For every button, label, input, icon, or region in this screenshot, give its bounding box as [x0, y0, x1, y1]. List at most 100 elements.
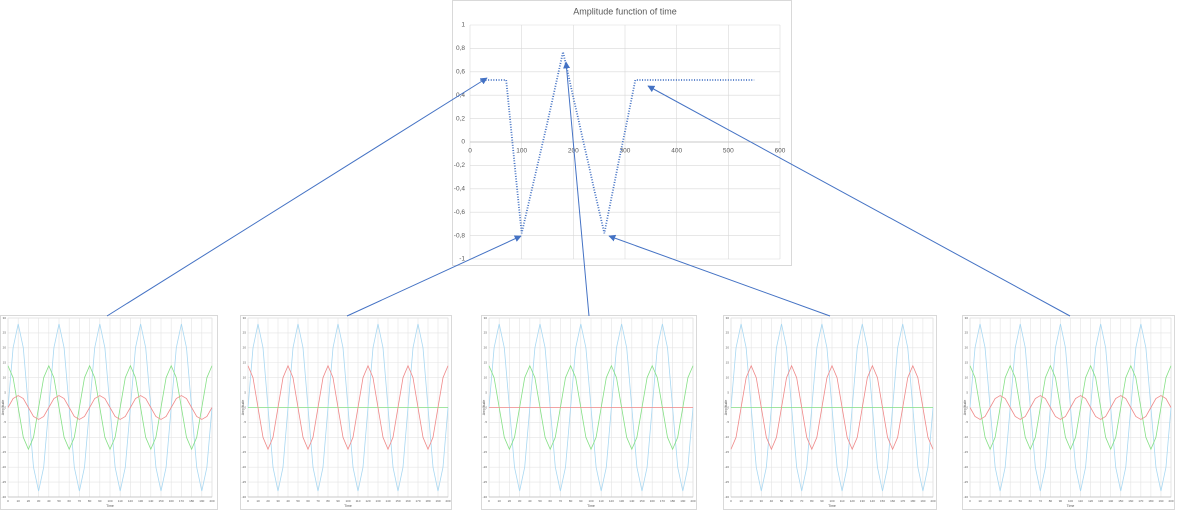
x-tick-label: 160: [890, 499, 895, 503]
x-tick-label: 50: [780, 499, 784, 503]
arrow: [563, 61, 590, 317]
x-tick-label: 110: [1078, 499, 1083, 503]
y-tick-label: 30: [243, 316, 247, 320]
y-tick-label: 5: [244, 390, 246, 394]
x-tick-label: 30: [998, 499, 1002, 503]
chart: -30 -25 -20 -15 -10 -5 0 5 10 15 20 25 30 0 10 20 30 40 50…: [481, 315, 697, 510]
x-tick-label: 150: [158, 499, 163, 503]
y-tick-label: 30: [3, 316, 7, 320]
y-tick-label: -0,6: [454, 209, 466, 216]
x-tick-label: 0: [468, 148, 472, 155]
x-tick-label: 80: [1049, 499, 1053, 503]
y-tick-label: -15: [964, 450, 969, 454]
y-tick-label: 15: [3, 361, 7, 365]
y-tick-label: -25: [2, 480, 7, 484]
x-tick-label: 140: [629, 499, 634, 503]
y-tick-label: -5: [484, 420, 487, 424]
x-tick-label: 180: [910, 499, 915, 503]
y-tick-label: -5: [3, 420, 6, 424]
x-tick-label: 100: [1068, 499, 1073, 503]
chart: -30 -25 -20 -15 -10 -5 0 5 10 15 20 25 30 0 10 20 30 40 50…: [0, 315, 218, 510]
x-tick-label: 90: [98, 499, 102, 503]
y-axis-label: Amplitude: [1, 400, 5, 416]
x-tick-label: 130: [1098, 499, 1103, 503]
x-tick-label: 600: [775, 148, 786, 155]
x-tick-label: 10: [498, 499, 502, 503]
series-line: [488, 364, 694, 451]
x-tick-label: 100: [516, 148, 527, 155]
y-tick-label: 0,8: [456, 45, 465, 52]
x-tick-label: 20: [988, 499, 992, 503]
x-tick-label: 20: [266, 499, 270, 503]
x-tick-label: 130: [619, 499, 624, 503]
x-tick-label: 160: [169, 499, 174, 503]
x-tick-label: 80: [326, 499, 330, 503]
chart: -30 -25 -20 -15 -10 -5 0 5 10 15 20 25 30 0 10 20 30 40 50…: [723, 315, 937, 510]
y-tick-label: 20: [243, 346, 247, 350]
x-axis-label: Time: [828, 504, 836, 508]
y-tick-label: -5: [726, 420, 729, 424]
arrow: [608, 234, 831, 317]
y-tick-label: 5: [4, 390, 6, 394]
y-tick-label: -15: [725, 450, 730, 454]
y-tick-label: 25: [243, 331, 247, 335]
x-tick-label: 10: [17, 499, 21, 503]
x-tick-label: 30: [760, 499, 764, 503]
x-tick-label: 200: [930, 499, 935, 503]
x-tick-label: 100: [588, 499, 593, 503]
y-tick-label: -30: [2, 495, 7, 499]
y-tick-label: -25: [725, 480, 730, 484]
x-tick-label: 140: [1108, 499, 1113, 503]
x-tick-label: 40: [286, 499, 290, 503]
y-axis-label: Amplitude: [482, 400, 486, 416]
series-line: [247, 364, 449, 451]
x-tick-label: 0: [488, 499, 490, 503]
x-tick-label: 40: [770, 499, 774, 503]
chart-title: Amplitude function of time: [573, 6, 677, 16]
x-tick-label: 150: [1118, 499, 1123, 503]
y-axis-label: Amplitude: [241, 400, 245, 416]
y-tick-label: -10: [964, 435, 969, 439]
y-tick-label: -25: [964, 480, 969, 484]
y-tick-label: -15: [242, 450, 247, 454]
x-tick-label: 140: [148, 499, 153, 503]
y-tick-label: 0: [461, 139, 465, 146]
x-tick-label: 140: [870, 499, 875, 503]
x-tick-label: 0: [247, 499, 249, 503]
x-tick-label: 190: [199, 499, 204, 503]
series-line: [730, 364, 934, 451]
x-tick-label: 130: [138, 499, 143, 503]
y-tick-label: -20: [964, 465, 969, 469]
x-tick-label: 20: [508, 499, 512, 503]
y-tick-label: 5: [727, 390, 729, 394]
y-axis-label: Amplitude: [963, 400, 967, 416]
y-tick-label: 0,6: [456, 69, 465, 76]
series-line: [969, 395, 1172, 420]
x-tick-label: 70: [78, 499, 82, 503]
arrow: [346, 235, 522, 317]
x-tick-label: 190: [680, 499, 685, 503]
y-tick-label: 10: [484, 375, 488, 379]
x-axis-label: Time: [1067, 504, 1075, 508]
y-tick-label: 0: [485, 405, 487, 409]
y-tick-label: 0: [966, 405, 968, 409]
x-tick-label: 20: [27, 499, 31, 503]
x-tick-label: 160: [405, 499, 410, 503]
x-tick-label: 40: [1009, 499, 1013, 503]
arrows: [106, 61, 1071, 317]
y-tick-label: -5: [965, 420, 968, 424]
y-tick-label: -30: [483, 495, 488, 499]
y-tick-label: -10: [483, 435, 488, 439]
y-tick-label: -30: [725, 495, 730, 499]
x-tick-label: 120: [850, 499, 855, 503]
x-tick-label: 140: [385, 499, 390, 503]
x-tick-label: 40: [528, 499, 532, 503]
y-tick-label: 20: [484, 346, 488, 350]
x-tick-label: 60: [1029, 499, 1033, 503]
x-tick-label: 90: [579, 499, 583, 503]
y-tick-label: 20: [726, 346, 730, 350]
y-tick-label: 0: [244, 405, 246, 409]
x-tick-label: 90: [336, 499, 340, 503]
x-tick-label: 180: [189, 499, 194, 503]
chart: -30 -25 -20 -15 -10 -5 0 5 10 15 20 25 30 0 10 20 30 40 50…: [240, 315, 452, 510]
